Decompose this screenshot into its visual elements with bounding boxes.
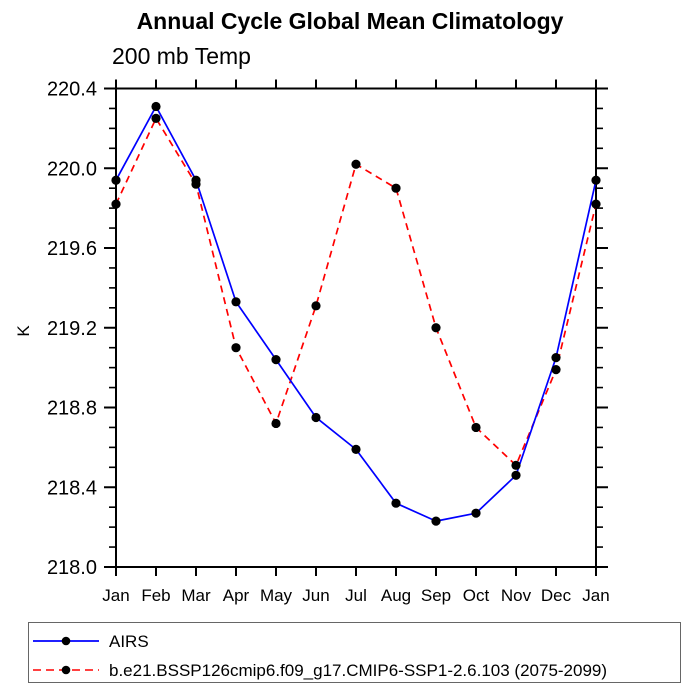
y-tick-label: 219.6 [47,238,97,260]
data-point-marker [391,183,401,193]
x-tick-label: Jun [302,586,329,605]
x-tick-label: Oct [463,586,490,605]
y-tick-label: 219.2 [47,318,97,340]
data-point-marker [431,323,441,333]
data-point-marker [431,516,441,526]
x-tick-label: Feb [141,586,170,605]
x-tick-label: Nov [501,586,532,605]
data-point-marker [511,470,521,480]
legend-item-model: b.e21.BSSP126cmip6.f09_g17.CMIP6-SSP1-2.… [33,660,607,680]
data-point-marker [551,353,561,363]
data-point-marker [551,365,561,375]
x-tick-label: Jul [345,586,367,605]
data-point-marker [311,412,321,423]
x-tick-label: Mar [181,586,211,605]
data-point-marker [351,159,361,169]
data-point-marker [231,297,241,307]
data-point-marker [391,498,401,508]
x-tick-label: Aug [381,586,411,605]
data-point-marker [271,418,281,429]
data-point-marker [471,508,481,518]
legend-label-airs: AIRS [109,631,149,651]
data-point-marker [271,355,281,365]
data-point-marker [471,422,481,433]
x-tick-label: Dec [541,586,572,605]
x-tick-label: Apr [223,586,250,605]
x-tick-label: Jan [102,586,129,605]
data-point-marker [111,175,121,185]
data-point-marker [311,301,321,311]
plot-area: Jan Feb Mar Apr May Jun Jul Aug Sep Oct Nov Dec Jan 2… [47,79,610,606]
chart-title: Annual Cycle Global Mean Climatology [136,8,564,34]
data-point-marker [231,343,241,353]
x-tick-label: Sep [421,586,451,605]
data-point-marker [111,199,121,209]
legend-item-airs: AIRS [33,631,149,651]
y-tick-label: 220.4 [47,79,97,101]
airs-line-marker-icon [33,636,99,646]
x-tick-label: May [260,586,293,605]
x-tick-label: Jan [582,586,609,605]
data-point-marker [591,199,601,209]
legend-label-model: b.e21.BSSP126cmip6.f09_g17.CMIP6-SSP1-2.… [109,660,608,680]
data-point-marker [591,175,601,185]
y-tick-label: 220.0 [47,158,97,180]
data-point-marker [191,179,201,189]
data-point-marker [351,444,361,454]
y-tick-label: 218.0 [47,557,97,579]
chart-subtitle: 200 mb Temp [112,43,251,69]
model-line-marker-icon [33,665,99,675]
y-tick-label: 218.8 [47,398,97,420]
data-point-marker [151,113,161,124]
y-tick-label: 218.4 [47,477,97,499]
data-point-marker [151,101,161,112]
legend-box: AIRS b.e21.BSSP126cmip6.f09_g17.CMIP6-SS… [28,622,681,683]
series-line-model [115,117,597,467]
data-point-marker [511,460,521,470]
